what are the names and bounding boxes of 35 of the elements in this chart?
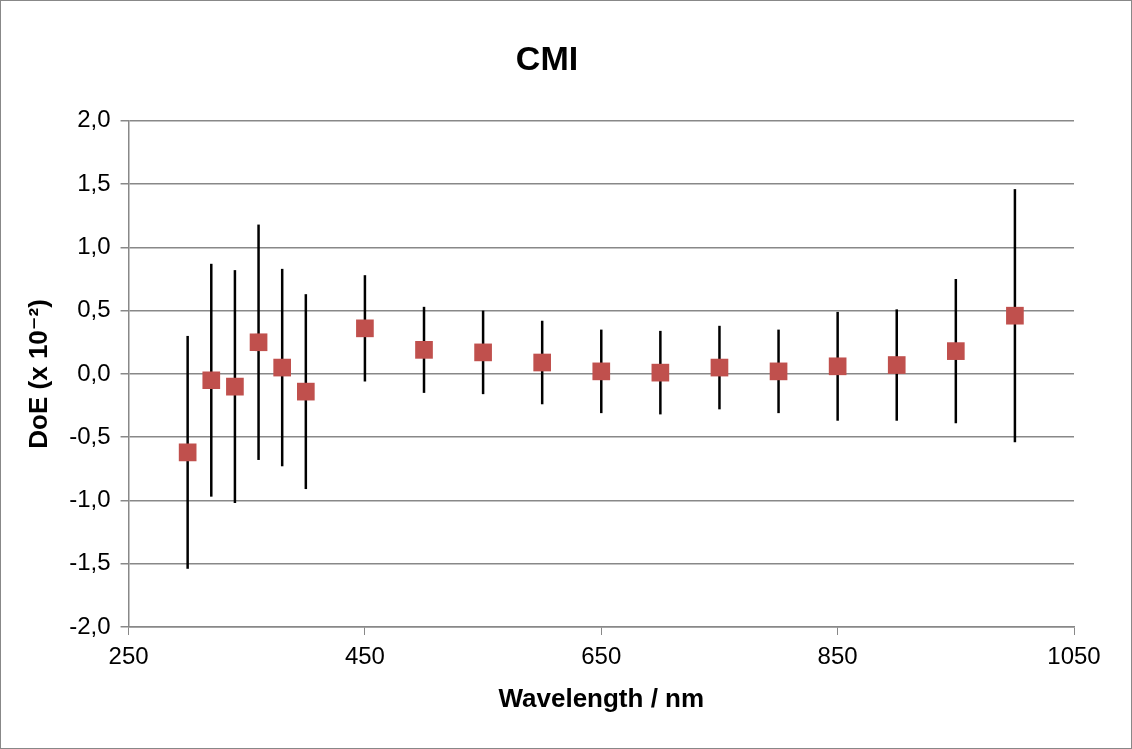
point bbox=[946, 342, 965, 360]
point bbox=[415, 341, 433, 359]
point bbox=[226, 377, 244, 396]
point bbox=[474, 343, 492, 362]
point bbox=[273, 358, 292, 377]
y-tick-label: -1,0 bbox=[69, 485, 111, 513]
y-tick-label: 0,5 bbox=[77, 295, 111, 323]
x-tick-label: 850 bbox=[817, 642, 858, 670]
point bbox=[356, 319, 374, 338]
y-tick-label: -1,5 bbox=[69, 548, 111, 576]
point bbox=[887, 356, 906, 374]
point bbox=[296, 382, 315, 401]
point bbox=[769, 362, 788, 381]
chart-title: CMI bbox=[515, 38, 579, 77]
point bbox=[592, 362, 611, 381]
point bbox=[533, 353, 552, 372]
y-tick-label: 1,0 bbox=[77, 231, 111, 259]
y-axis-title: DoE (x 10⁻²) bbox=[22, 299, 53, 449]
point bbox=[828, 357, 847, 376]
x-tick-label: 1050 bbox=[1047, 642, 1101, 670]
y-tick-label: 2,0 bbox=[77, 105, 111, 133]
y-tick-label: -0,5 bbox=[69, 421, 111, 449]
x-tick-label: 650 bbox=[581, 642, 622, 670]
y-tick-label: 1,5 bbox=[77, 168, 111, 196]
point bbox=[651, 363, 670, 382]
x-tick-label: 250 bbox=[108, 642, 149, 670]
y-tick-label: -2,0 bbox=[69, 611, 111, 639]
point bbox=[178, 443, 197, 462]
point bbox=[249, 333, 268, 352]
x-tick-label: 450 bbox=[344, 642, 385, 670]
point bbox=[710, 358, 729, 377]
point bbox=[202, 371, 221, 390]
x-axis-title: Wavelength / nm bbox=[498, 682, 705, 713]
point bbox=[1006, 306, 1024, 325]
y-tick-label: 0,0 bbox=[77, 358, 111, 386]
